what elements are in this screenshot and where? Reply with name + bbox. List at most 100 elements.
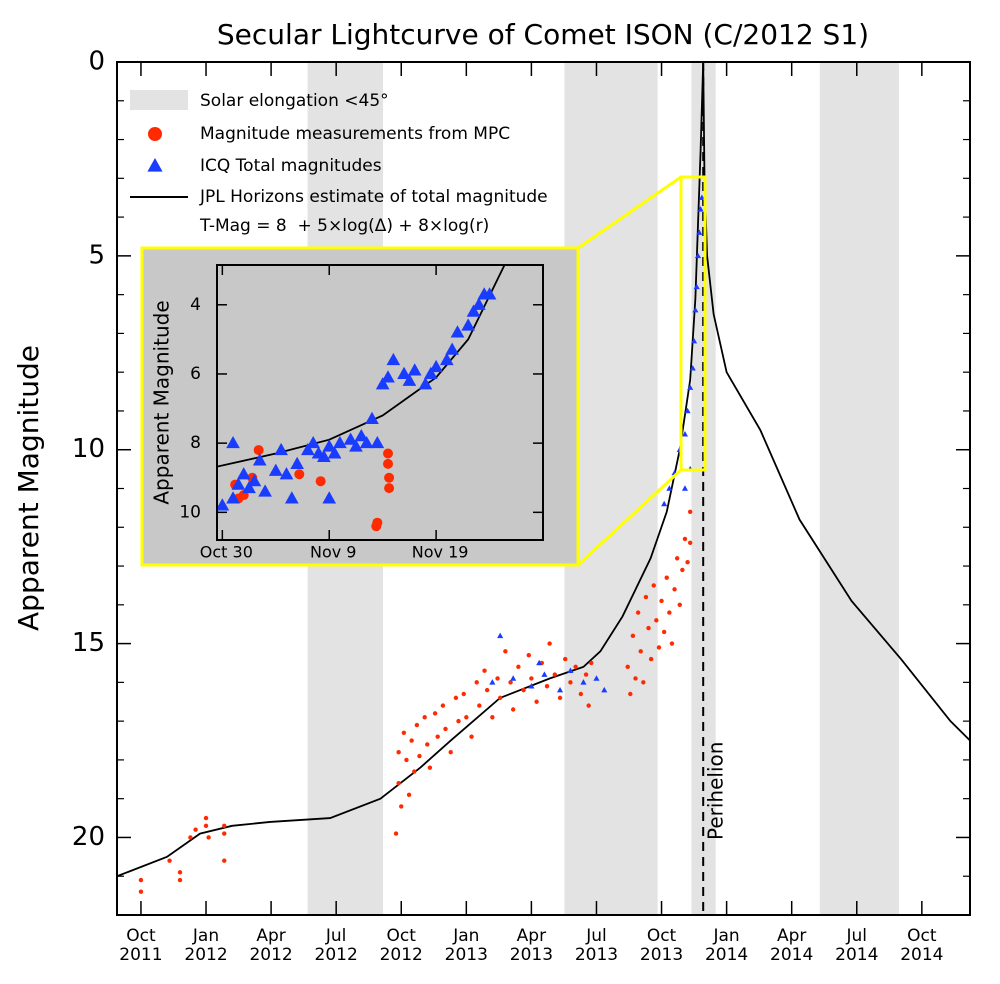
- mpc-point: [188, 835, 193, 840]
- icq-point: [381, 370, 395, 383]
- icq-point: [684, 407, 691, 414]
- icq-point: [317, 449, 331, 463]
- icq-point: [284, 491, 299, 504]
- icq-point: [439, 352, 454, 366]
- mpc-point: [384, 483, 395, 494]
- icq-point: [423, 366, 438, 380]
- mpc-point: [648, 656, 654, 662]
- y-tick-label: 10: [179, 502, 201, 522]
- chart-title: Secular Lightcurve of Comet ISON (C/2012…: [217, 18, 869, 51]
- mpc-point: [586, 703, 591, 708]
- magnitude-curve: [117, 62, 970, 878]
- mpc-point: [461, 691, 466, 697]
- legend-formula: T-Mag = 8 + 5×log(Δ) + 8×log(r): [199, 216, 489, 236]
- y-tick-label: 0: [88, 47, 105, 77]
- x-tick-label: Oct 2014: [900, 926, 944, 965]
- mpc-point: [628, 691, 633, 697]
- mpc-point: [563, 656, 568, 662]
- icq-point: [692, 306, 699, 313]
- mpc-point: [453, 695, 459, 701]
- legend-label: Magnitude measurements from MPC: [200, 124, 510, 144]
- mpc-point: [222, 831, 227, 836]
- y-axis-label: Apparent Magnitude: [12, 345, 45, 631]
- icq-point: [290, 456, 305, 469]
- mpc-point: [425, 742, 430, 747]
- mpc-point: [138, 889, 144, 894]
- mpc-point: [672, 587, 677, 592]
- mpc-point: [412, 769, 417, 774]
- mpc-point: [177, 877, 183, 883]
- mpc-point: [427, 765, 433, 770]
- icq-point: [580, 679, 587, 685]
- legend-band-swatch: [130, 90, 188, 110]
- icq-point: [386, 352, 401, 366]
- icq-point: [691, 337, 698, 344]
- icq-point: [327, 446, 342, 459]
- mpc-point: [253, 445, 264, 456]
- mpc-point: [534, 699, 539, 704]
- x-tick-label: Jul 2012: [314, 926, 358, 965]
- x-tick-label: Jan 2013: [444, 926, 488, 965]
- x-tick-label: Nov 19: [412, 543, 469, 562]
- y-tick-label: 20: [72, 822, 105, 852]
- mpc-point: [583, 672, 589, 677]
- mpc-point: [167, 858, 172, 863]
- icq-point: [343, 432, 358, 445]
- mpc-point: [503, 649, 508, 654]
- icq-point: [217, 498, 230, 511]
- icq-point: [694, 252, 702, 259]
- mpc-point: [409, 738, 414, 743]
- icq-point: [370, 435, 385, 449]
- legend-label: JPL Horizons estimate of total magnitude: [199, 187, 548, 207]
- x-tick-label: Apr 2013: [509, 926, 554, 965]
- icq-point: [252, 453, 267, 466]
- mpc-point: [685, 559, 690, 565]
- icq-point: [681, 485, 689, 491]
- mpc-point: [393, 831, 399, 836]
- inset-y-label: Apparent Magnitude: [150, 300, 174, 504]
- mpc-point: [203, 815, 209, 821]
- mpc-point: [656, 645, 662, 650]
- mpc-point: [396, 749, 401, 755]
- mpc-point: [383, 448, 394, 459]
- icq-point: [661, 500, 668, 507]
- mpc-point: [633, 676, 638, 681]
- icq-point: [375, 377, 390, 390]
- mpc-point: [396, 780, 401, 786]
- mpc-point: [497, 695, 503, 701]
- icq-point: [593, 675, 600, 681]
- mpc-point: [635, 610, 641, 615]
- plot-area: [217, 265, 506, 532]
- mpc-point: [529, 676, 534, 681]
- mpc-point: [432, 711, 438, 716]
- mpc-point: [406, 792, 412, 798]
- icq-point: [445, 342, 459, 355]
- mpc-point: [401, 730, 407, 735]
- icq-point: [696, 229, 703, 235]
- mpc-point: [578, 691, 584, 697]
- zoom-connector: [577, 175, 682, 250]
- icq-point: [497, 632, 504, 639]
- mpc-point: [641, 680, 646, 685]
- mpc-point: [294, 469, 305, 480]
- mpc-point: [661, 629, 667, 635]
- x-tick-label: Jul 2013: [574, 926, 619, 965]
- mpc-point: [552, 672, 558, 677]
- mpc-point: [510, 707, 516, 712]
- x-tick-label: Jul 2014: [835, 926, 879, 965]
- icq-point: [359, 435, 374, 449]
- mpc-point: [682, 536, 688, 542]
- mpc-point: [508, 680, 513, 685]
- mpc-point: [659, 598, 664, 604]
- mpc-point: [680, 567, 685, 573]
- icq-point: [489, 679, 496, 685]
- mpc-point: [654, 618, 659, 623]
- icq-point: [322, 439, 337, 452]
- inset-background: [140, 246, 580, 567]
- icq-point: [482, 287, 497, 300]
- icq-point: [541, 671, 548, 677]
- x-tick-label: Oct 2013: [639, 926, 684, 965]
- x-tick-label: Nov 9: [310, 543, 357, 562]
- mpc-point: [643, 594, 649, 600]
